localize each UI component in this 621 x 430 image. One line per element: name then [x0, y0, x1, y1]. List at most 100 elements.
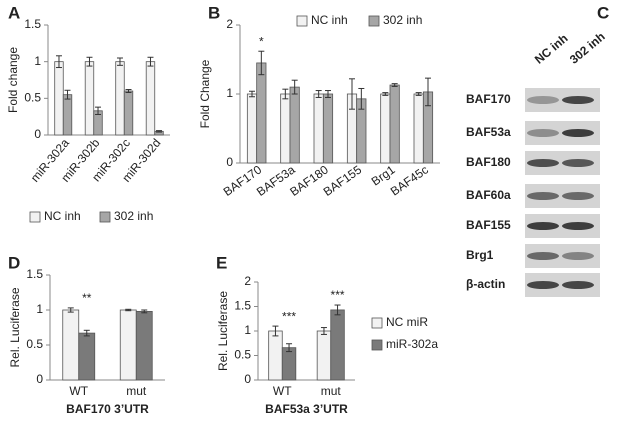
error-bar: [349, 78, 355, 110]
blot-band: [562, 281, 594, 289]
x-tick-label: BAF155: [321, 162, 365, 199]
x-tick-label: mut: [321, 384, 342, 398]
x-tick-label: WT: [273, 384, 292, 398]
bar: [145, 61, 156, 136]
error-bar: [141, 309, 148, 314]
legend-swatch: [29, 211, 41, 223]
bar: [330, 309, 345, 381]
significance: **: [82, 291, 92, 305]
legend-label: 302 inh: [383, 13, 422, 27]
blot-label: BAF180: [466, 155, 511, 169]
bar: [246, 93, 258, 164]
blot-band: [562, 222, 594, 230]
bar: [313, 93, 324, 164]
lane-label: 302 inh: [567, 29, 608, 66]
error-bar: [64, 89, 71, 100]
bar: [289, 86, 300, 164]
error-bar: [86, 56, 93, 67]
error-bar: [334, 304, 341, 316]
y-axis-label: Fold change: [6, 47, 20, 113]
y-tick-label: 0: [226, 155, 233, 169]
error-bar: [272, 325, 279, 337]
y-tick-label: 2: [226, 17, 233, 31]
legend-label: NC inh: [311, 13, 348, 27]
bar: [281, 347, 297, 381]
bar: [123, 90, 134, 136]
y-tick-label: 1: [244, 323, 251, 337]
error-bar: [358, 87, 365, 110]
error-bar: [147, 56, 154, 67]
blot-label: Brg1: [466, 248, 494, 262]
error-bar: [291, 79, 298, 95]
error-bar: [95, 106, 102, 115]
error-bar: [315, 90, 322, 98]
error-bar: [258, 50, 265, 76]
blot-label: BAF60a: [466, 188, 511, 202]
y-tick-label: 1: [226, 86, 233, 100]
y-axis-label: Rel. Luciferase: [216, 291, 230, 371]
blot-label: BAF170: [466, 92, 511, 106]
error-bar: [425, 77, 431, 107]
blot-band: [527, 159, 559, 167]
blot-band: [562, 192, 594, 200]
y-axis-label: Rel. Luciferase: [8, 287, 22, 367]
y-axis-label: Fold Change: [198, 59, 212, 128]
blot-label: BAF53a: [466, 125, 511, 139]
x-axis-label: BAF170 3’UTR: [66, 402, 149, 416]
blot-band: [527, 129, 559, 137]
y-tick-label: 0: [244, 372, 251, 386]
y-tick-label: 1.5: [26, 267, 43, 281]
y-tick-label: 2: [244, 274, 251, 288]
error-bar: [55, 55, 62, 69]
blot-band: [527, 222, 559, 230]
error-bar: [67, 307, 74, 313]
error-bar: [125, 308, 132, 312]
bar: [268, 330, 283, 381]
error-bar: [249, 90, 255, 98]
bar: [322, 93, 334, 164]
bar: [115, 61, 125, 136]
blot-band: [562, 96, 594, 104]
panel-letter: E: [216, 253, 227, 272]
error-bar: [325, 90, 331, 98]
bar: [380, 93, 391, 164]
legend-swatch: [99, 211, 111, 223]
x-tick-label: BAF45c: [388, 163, 431, 199]
legend-swatch: [371, 317, 383, 329]
bar: [62, 94, 73, 136]
bar: [119, 309, 137, 381]
y-tick-label: 0.5: [24, 91, 41, 105]
significance: *: [259, 34, 264, 48]
x-tick-label: WT: [69, 384, 88, 398]
error-bar: [286, 343, 293, 353]
blot-band: [527, 252, 559, 260]
legend-swatch: [371, 339, 383, 351]
y-tick-label: 0: [36, 372, 43, 386]
blot-band: [562, 129, 594, 137]
legend-swatch: [296, 15, 308, 27]
y-tick-label: 1.5: [24, 17, 41, 31]
y-tick-label: 1: [34, 54, 41, 68]
blot-band: [527, 281, 559, 289]
x-axis-label: BAF53a 3’UTR: [265, 402, 348, 416]
error-bar: [156, 130, 163, 133]
bar: [84, 61, 95, 136]
x-tick-label: mut: [126, 384, 147, 398]
significance: ***: [331, 288, 345, 302]
bar: [389, 84, 400, 164]
panel-letter: C: [597, 3, 609, 22]
y-tick-label: 0.5: [234, 348, 251, 362]
error-bar: [282, 88, 289, 100]
bar: [316, 330, 332, 381]
error-bar: [415, 92, 422, 96]
blot-band: [527, 192, 559, 200]
error-bar: [382, 92, 389, 96]
error-bar: [116, 57, 123, 66]
blot-band: [562, 252, 594, 260]
legend-label: NC inh: [44, 209, 81, 223]
error-bar: [125, 89, 132, 93]
bar: [256, 62, 267, 164]
y-tick-label: 0.5: [26, 337, 43, 351]
lane-label: NC inh: [532, 31, 571, 67]
blot-label: BAF155: [466, 218, 511, 232]
